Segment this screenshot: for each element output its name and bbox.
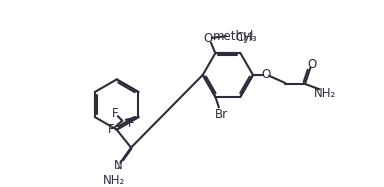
Text: F: F: [108, 123, 115, 136]
Text: NH₂: NH₂: [103, 174, 125, 187]
Text: O: O: [261, 68, 270, 81]
Text: Br: Br: [215, 108, 228, 121]
Text: CH₃: CH₃: [235, 30, 257, 44]
Text: O: O: [204, 32, 213, 45]
Text: methyl: methyl: [213, 30, 254, 43]
Text: F: F: [112, 107, 118, 120]
Text: NH₂: NH₂: [314, 87, 336, 100]
Text: O: O: [308, 58, 317, 71]
Text: F: F: [127, 117, 134, 130]
Text: N: N: [114, 159, 123, 172]
